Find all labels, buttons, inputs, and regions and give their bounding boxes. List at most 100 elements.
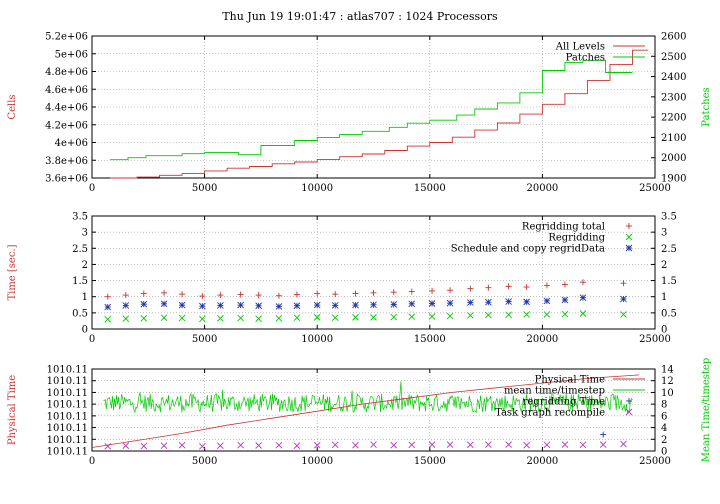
point-regridding-total <box>429 287 436 294</box>
point-regridding <box>237 314 244 322</box>
panel2-x-tick-label: 0 <box>89 334 95 345</box>
point-regridding <box>408 313 416 321</box>
panel1-y-tick-label: 3.8e+06 <box>45 156 88 167</box>
panel3-y2-tick-label: 10 <box>661 388 674 399</box>
panel2-y2-tick-label: 3 <box>661 228 667 239</box>
point-regridding <box>579 310 587 317</box>
panel1-y2-tick-label: 2100 <box>661 133 686 144</box>
panel1-y-tick-label: 4.2e+06 <box>45 120 88 131</box>
panel3-x-tick-label: 20000 <box>526 456 558 467</box>
point-schedule-copy <box>104 303 112 311</box>
point-schedule-copy <box>313 301 321 309</box>
panel1-y2-tick-label: 2400 <box>661 72 686 83</box>
point-regridding-total <box>104 293 111 300</box>
point-regridding-total <box>561 281 568 288</box>
panel2-x-tick-label: 15000 <box>414 334 446 345</box>
point-regridding <box>255 315 262 322</box>
panel2-y-tick-label: 1.5 <box>72 276 88 287</box>
point-regridding-total <box>523 284 530 291</box>
point-regridding <box>523 311 530 318</box>
panel1-y2-tick-label: 1900 <box>661 174 686 185</box>
point-regridding-total <box>543 282 550 289</box>
point-schedule-copy <box>428 300 436 307</box>
legend-task-graph-recompile-label: Task graph recompile <box>495 408 605 419</box>
panel1-y-tick-label: 4.6e+06 <box>45 85 88 96</box>
panel3-y2-tick-label: 2 <box>661 435 667 446</box>
point-regridding <box>543 311 551 318</box>
point-regridding-total <box>408 288 415 295</box>
point-task-graph-recompile <box>122 442 130 450</box>
point-regridding-total <box>620 280 627 287</box>
point-task-graph-recompile <box>237 441 244 449</box>
point-regridding <box>140 315 148 322</box>
point-regridding <box>390 313 398 321</box>
point-regridding-total <box>390 289 397 296</box>
legend-task-graph-recompile-swatch <box>625 408 633 416</box>
panel1-y2-tick-label: 2600 <box>661 32 686 43</box>
point-schedule-copy <box>543 297 551 305</box>
panel3-y2-tick-label: 6 <box>661 411 667 422</box>
point-schedule-copy <box>408 300 416 308</box>
point-schedule-copy <box>255 302 262 310</box>
point-schedule-copy <box>446 299 454 307</box>
legend-schedule-copy-label: Schedule and copy regridData <box>451 244 605 255</box>
point-schedule-copy <box>140 300 148 308</box>
series-patches-line <box>110 59 633 161</box>
point-regridding <box>178 314 186 322</box>
panel2-y-tick-label: 0 <box>82 325 88 336</box>
panel1-y-tick-label: 4e+06 <box>55 138 88 149</box>
point-task-graph-recompile <box>275 441 283 449</box>
point-regridding-total <box>255 292 262 299</box>
point-task-graph-recompile <box>579 441 587 449</box>
point-regridding-total <box>179 291 186 298</box>
legend-regridding-label: Regridding <box>548 233 605 244</box>
panel3-y2-axis-label: Mean Time/timestep <box>701 358 712 462</box>
panel2-y-axis-label: Time [sec.] <box>7 244 18 300</box>
point-schedule-copy <box>217 302 224 309</box>
panel1-y2-tick-label: 2000 <box>661 153 686 164</box>
panel2-x-tick-label: 5000 <box>192 334 217 345</box>
legend-regridding-time-label: regridding Time <box>523 397 605 408</box>
panel3-y2-tick-label: 0 <box>661 447 667 458</box>
point-regridding-total <box>467 285 474 292</box>
panel2-frame <box>91 215 656 330</box>
panel2-y-tick-label: 1 <box>82 292 88 303</box>
panel2-y2-tick-label: 2 <box>661 260 667 271</box>
panel3-x-tick-label: 5000 <box>192 456 217 467</box>
panel1-y-axis-label: Cells <box>7 94 18 119</box>
panel1-x-tick-label: 20000 <box>526 183 558 194</box>
panel3-y-tick-label: 1010.11 <box>47 376 88 387</box>
point-schedule-copy <box>199 302 206 310</box>
point-schedule-copy <box>275 303 283 310</box>
panel2-y2-tick-label: 1 <box>661 292 667 303</box>
point-regridding-total <box>485 284 492 291</box>
point-regridding-total <box>275 292 282 299</box>
point-schedule-copy <box>293 302 301 310</box>
point-regridding <box>620 311 627 318</box>
point-regridding <box>313 314 321 321</box>
point-task-graph-recompile <box>293 442 301 450</box>
panel3-y-tick-label: 1010.11 <box>47 435 88 446</box>
point-schedule-copy <box>523 298 530 306</box>
point-schedule-copy <box>331 302 339 309</box>
point-task-graph-recompile <box>352 441 359 449</box>
panel3-x-tick-label: 25000 <box>639 456 671 467</box>
legend-regridding-total-swatch <box>626 223 632 229</box>
point-task-graph-recompile <box>140 442 148 450</box>
point-regridding-time <box>600 431 607 438</box>
panel1-y-tick-label: 4.8e+06 <box>45 67 88 78</box>
point-regridding-total <box>447 287 454 294</box>
panel1-y2-axis-label: Patches <box>701 87 712 126</box>
panel3-y-tick-label: 1010.11 <box>47 388 88 399</box>
panel3-x-tick-label: 10000 <box>301 456 333 467</box>
point-regridding-total <box>140 290 147 297</box>
point-task-graph-recompile <box>313 441 321 449</box>
point-regridding-total <box>314 290 321 297</box>
panel1-y2-tick-label: 2300 <box>661 92 686 103</box>
panel3-y2-tick-label: 14 <box>661 365 674 376</box>
panel2-x-tick-label: 10000 <box>301 334 333 345</box>
point-regridding-total <box>579 279 586 286</box>
panel2-y2-tick-label: 2.5 <box>661 244 677 255</box>
point-regridding <box>352 314 359 321</box>
panel1-x-tick-label: 5000 <box>192 183 217 194</box>
